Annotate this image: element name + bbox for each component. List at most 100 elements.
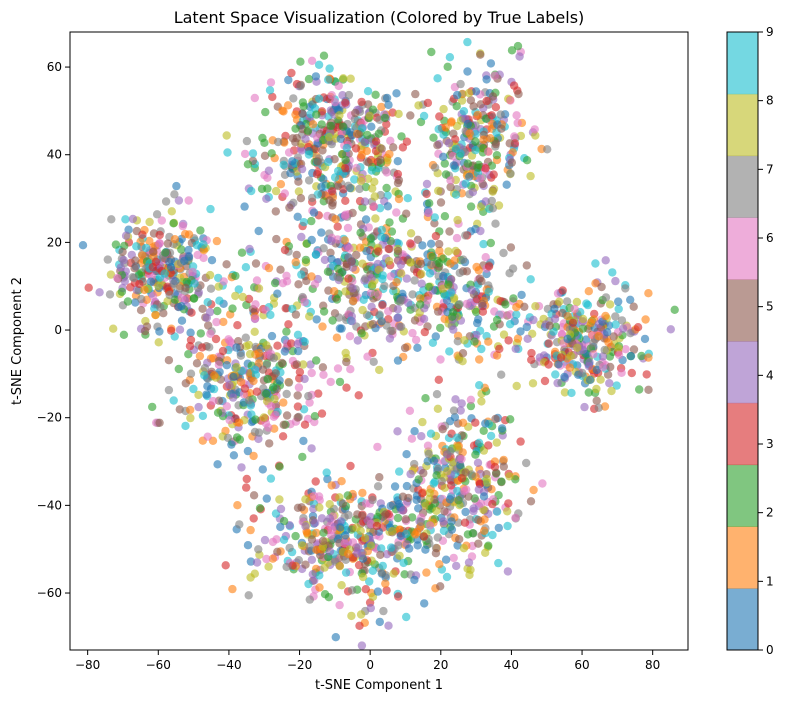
scatter-point (417, 269, 426, 279)
y-tick-label: 60 (47, 60, 62, 74)
scatter-point (294, 383, 304, 392)
scatter-point (284, 75, 293, 85)
scatter-point (362, 499, 371, 508)
scatter-point (194, 390, 203, 400)
scatter-point (250, 93, 259, 103)
scatter-point (401, 515, 410, 524)
scatter-point (451, 190, 461, 199)
scatter-point (422, 189, 431, 199)
scatter-point (482, 478, 492, 487)
scatter-point (475, 381, 484, 390)
scatter-point (346, 365, 355, 374)
scatter-point (307, 535, 317, 544)
scatter-point (312, 315, 321, 324)
scatter-point (170, 190, 179, 199)
scatter-point (289, 94, 298, 103)
scatter-point (369, 357, 378, 366)
scatter-point (556, 353, 566, 362)
scatter-point (300, 420, 310, 429)
scatter-point (337, 477, 346, 486)
scatter-point (578, 368, 587, 378)
scatter-point (367, 302, 376, 311)
scatter-point (164, 356, 174, 365)
scatter-point (481, 197, 490, 206)
scatter-point (262, 194, 271, 203)
scatter-point (266, 78, 276, 87)
scatter-point (626, 329, 635, 338)
scatter-point (529, 485, 538, 495)
scatter-point (350, 115, 359, 124)
scatter-point (488, 499, 497, 509)
scatter-point (132, 286, 141, 295)
scatter-point (254, 359, 264, 368)
scatter-points (78, 37, 679, 650)
scatter-point (406, 111, 415, 120)
scatter-point (614, 344, 623, 353)
scatter-point (494, 523, 503, 533)
colorbar-segment (727, 93, 758, 157)
scatter-point (128, 214, 138, 224)
scatter-point (291, 110, 300, 119)
scatter-point (254, 284, 264, 293)
scatter-point (451, 395, 460, 404)
scatter-point (326, 248, 335, 257)
scatter-point (164, 385, 174, 395)
scatter-point (131, 256, 140, 265)
scatter-point (396, 531, 405, 541)
scatter-point (358, 259, 367, 268)
scatter-point (444, 247, 453, 256)
scatter-point (508, 264, 518, 273)
colorbar-tick-label: 8 (766, 94, 774, 108)
scatter-point (237, 248, 247, 257)
scatter-point (444, 138, 454, 148)
scatter-point (626, 351, 636, 361)
scatter-point (478, 307, 488, 316)
scatter-point (378, 271, 387, 280)
scatter-point (507, 158, 516, 167)
scatter-point (284, 148, 294, 157)
scatter-point (258, 465, 267, 474)
scatter-point (251, 300, 260, 309)
scatter-point (447, 525, 457, 534)
scatter-point (157, 216, 166, 225)
scatter-point (474, 515, 483, 525)
scatter-point (457, 454, 466, 464)
scatter-point (589, 350, 598, 359)
scatter-point (366, 234, 375, 243)
scatter-point (476, 50, 485, 59)
scatter-point (280, 347, 290, 356)
scatter-point (458, 418, 468, 427)
scatter-point (301, 135, 310, 144)
scatter-point (499, 248, 508, 258)
scatter-point (383, 202, 393, 211)
colorbar-segment (727, 279, 758, 342)
scatter-point (468, 529, 477, 538)
scatter-point (294, 177, 303, 186)
scatter-point (241, 333, 250, 342)
scatter-point (455, 268, 464, 278)
scatter-point (449, 406, 459, 415)
scatter-point (591, 259, 600, 268)
scatter-point (336, 134, 345, 144)
scatter-point (300, 297, 309, 307)
scatter-point (458, 349, 468, 358)
scatter-point (184, 196, 193, 205)
scatter-point (393, 246, 403, 256)
y-axis: −60 −40 −20 0 20 40 60 (37, 60, 70, 600)
scatter-point (453, 90, 462, 100)
scatter-point (415, 300, 425, 309)
scatter-point (304, 176, 314, 185)
scatter-point (469, 504, 478, 513)
scatter-point (484, 541, 493, 550)
scatter-point (214, 360, 224, 369)
scatter-point (377, 232, 386, 242)
scatter-point (640, 334, 650, 344)
scatter-point (426, 239, 436, 248)
scatter-point (251, 365, 260, 374)
scatter-point (418, 417, 427, 427)
scatter-point (540, 376, 550, 386)
scatter-point (363, 87, 373, 96)
scatter-point (428, 252, 437, 262)
scatter-point (453, 337, 462, 346)
